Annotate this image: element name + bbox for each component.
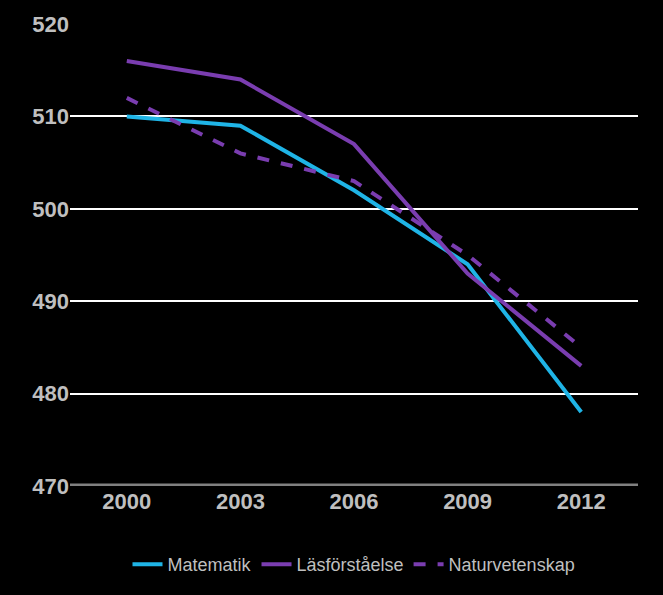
svg-text:510: 510 [32, 104, 69, 129]
svg-text:2000: 2000 [102, 489, 151, 514]
svg-text:Läsförståelse: Läsförståelse [297, 555, 404, 575]
svg-text:520: 520 [32, 12, 69, 37]
svg-text:2012: 2012 [557, 489, 606, 514]
svg-text:500: 500 [32, 197, 69, 222]
svg-text:470: 470 [32, 474, 69, 499]
svg-text:Matematik: Matematik [168, 555, 252, 575]
svg-text:490: 490 [32, 289, 69, 314]
svg-text:480: 480 [32, 381, 69, 406]
svg-text:2006: 2006 [330, 489, 379, 514]
svg-text:Naturvetenskap: Naturvetenskap [449, 555, 575, 575]
svg-text:2009: 2009 [443, 489, 492, 514]
svg-text:2003: 2003 [216, 489, 265, 514]
